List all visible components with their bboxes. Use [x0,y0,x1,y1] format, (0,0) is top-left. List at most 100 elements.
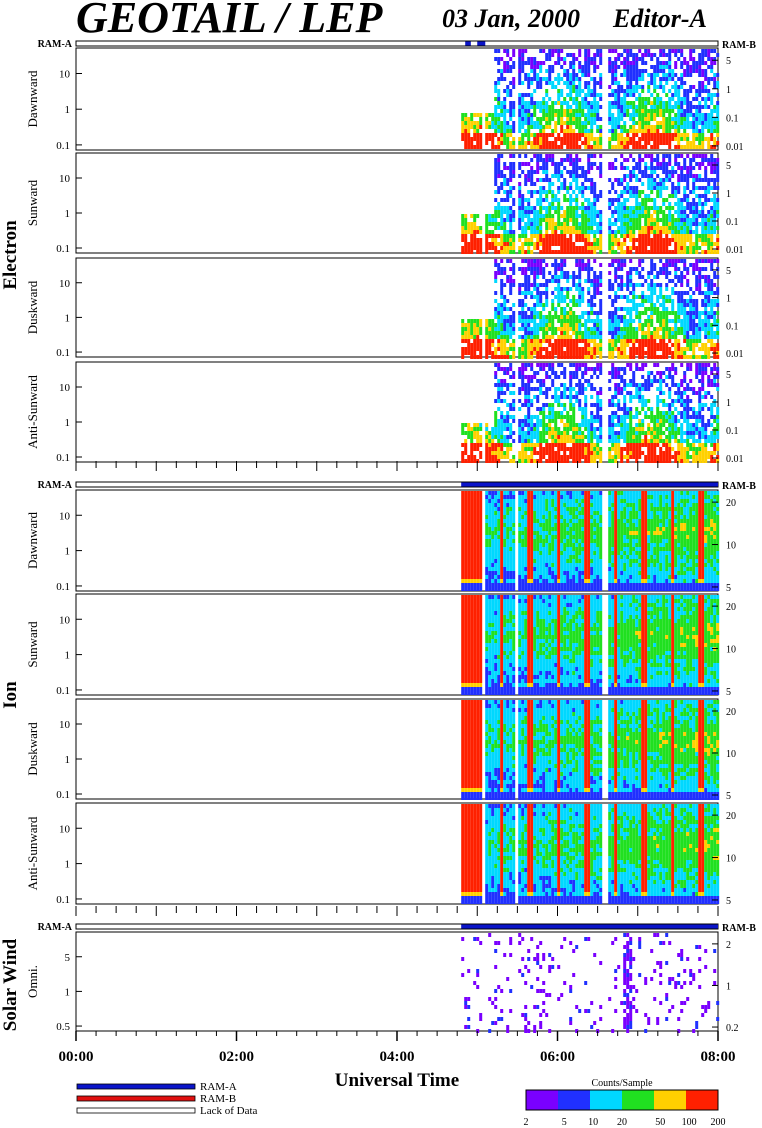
spectrogram-cell [539,230,543,234]
spectrogram-cell [707,198,711,202]
spectrogram-cell [557,210,561,214]
spectrogram-cell [599,343,603,347]
spectrogram-cell [572,447,576,451]
spectrogram-cell [632,218,636,222]
spectrogram-cell [713,335,717,339]
spectrogram-cell [710,186,714,190]
spectrogram-cell [626,234,630,238]
spectrogram-cell [596,125,600,129]
spectrogram-cell [695,218,699,222]
spectrogram-cell [695,178,699,182]
spectrogram-cell [542,363,546,367]
spectrogram-cell [497,250,501,254]
spectrogram-cell [503,455,507,459]
spectrogram-cell [476,214,480,218]
spectrogram-cell [638,129,642,133]
spectrogram-cell [518,73,522,77]
spectrogram-cell [575,170,579,174]
spectrogram-cell [683,97,687,101]
spectrogram-cell [491,459,495,463]
spectrogram-cell [557,299,561,303]
spectrogram-cell [623,69,627,73]
spectrogram-cell [671,125,675,129]
spectrogram-cell [617,387,621,391]
spectrogram-cell [695,154,699,158]
spectrogram-cell [662,295,666,299]
spectrogram-cell [518,101,522,105]
spectrogram-cell [530,355,534,359]
spectrogram-cell [470,355,474,359]
spectrogram-cell [530,419,534,423]
spectrogram-cell [500,238,504,242]
spectrogram-cell [692,351,696,355]
spectrogram-cell [680,238,684,242]
spectrogram-cell [593,271,597,275]
spectrogram-cell [548,81,552,85]
spectrogram-cell [542,105,546,109]
spectrogram-cell [698,287,702,291]
spectrogram-cell [599,419,603,423]
spectrogram-cell [551,214,555,218]
spectrogram-cell [524,73,528,77]
spectrogram-cell [632,242,636,246]
spectrogram-cell [578,85,582,89]
spectrogram-cell [533,105,537,109]
spectrogram-cell [707,275,711,279]
spectrogram-cell [509,186,513,190]
spectrogram-cell [698,222,702,226]
spectrogram-cell [521,403,525,407]
spectrogram-cell [569,89,573,93]
spectrogram-cell [635,315,639,319]
spectrogram-cell [587,263,591,267]
spectrogram-cell [467,117,471,121]
spectrogram-cell [626,182,630,186]
spectrogram-cell [512,343,516,347]
spectrogram-cell [683,61,687,65]
spectrogram-cell [545,101,549,105]
spectrogram-cell [626,295,630,299]
spectrogram-cell [686,141,690,145]
spectrogram-cell [683,198,687,202]
spectrogram-cell [668,279,672,283]
spectrogram-cell [587,206,591,210]
spectrogram-cell [656,166,660,170]
spectrogram-cell [614,178,618,182]
spectrogram-cell [590,299,594,303]
spectrogram-cell [626,93,630,97]
spectrogram-cell [590,202,594,206]
spectrogram-cell [545,238,549,242]
spectrogram-cell [479,242,483,246]
spectrogram-cell [536,81,540,85]
spectrogram-cell [554,141,558,145]
spectrogram-cell [560,117,564,121]
spectrogram-cell [692,299,696,303]
spectrogram-cell [533,121,537,125]
spectrogram-cell [686,271,690,275]
spectrogram-cell [593,97,597,101]
spectrogram-cell [554,395,558,399]
spectrogram-cell [665,81,669,85]
spectrogram-cell [590,137,594,141]
spectrogram-cell [497,303,501,307]
spectrogram-cell [506,447,510,451]
spectrogram-cell [707,295,711,299]
spectrogram-cell [500,226,504,230]
spectrogram-cell [557,174,561,178]
spectrogram-cell [617,403,621,407]
spectrogram-cell [590,367,594,371]
spectrogram-cell [587,419,591,423]
spectrogram-cell [644,210,648,214]
spectrogram-cell [644,53,648,57]
spectrogram-cell [488,331,492,335]
spectrogram-cell [689,202,693,206]
spectrogram-cell [566,137,570,141]
spectrogram-cell [581,238,585,242]
spectrogram-cell [536,415,540,419]
spectrogram-cell [569,363,573,367]
spectrogram-cell [500,287,504,291]
spectrogram-cell [572,275,576,279]
spectrogram-cell [632,61,636,65]
spectrogram-cell [590,105,594,109]
spectrogram-cell [704,250,708,254]
spectrogram-cell [635,271,639,275]
